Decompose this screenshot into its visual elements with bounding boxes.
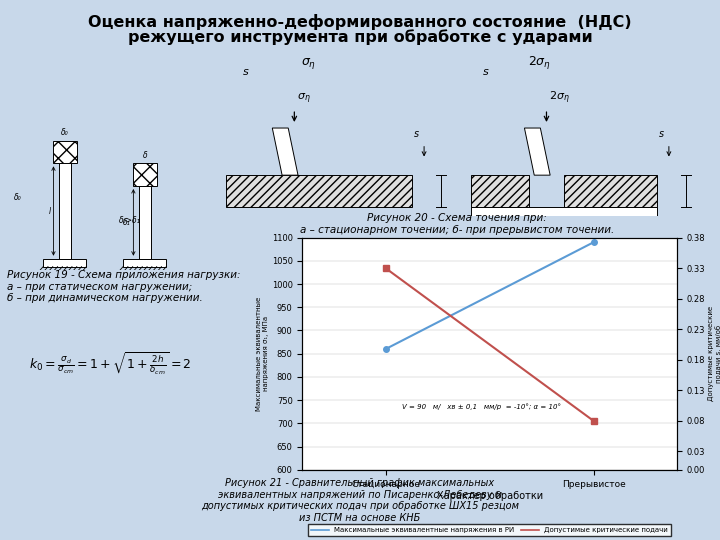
FancyBboxPatch shape [564,175,657,207]
FancyBboxPatch shape [123,259,166,267]
FancyBboxPatch shape [139,186,150,259]
Text: $k_0 = \frac{\sigma_d}{\sigma_{cm}} = 1 + \sqrt{1 + \frac{2h}{\delta_{cm}}} = 2$: $k_0 = \frac{\sigma_d}{\sigma_{cm}} = 1 … [29,351,192,377]
Text: δ₀: δ₀ [61,129,68,137]
Legend: Максимальные эквивалентные напряжения в РИ, Допустимые критические подачи: Максимальные эквивалентные напряжения в … [308,524,671,536]
FancyBboxPatch shape [53,141,76,164]
Text: V = 90   м/   хв ± 0,1   мм/р  = -10°; α = 10°: V = 90 м/ хв ± 0,1 мм/р = -10°; α = 10° [402,404,562,410]
Y-axis label: Максимальные эквивалентные
напряжения σ₁, МПа: Максимальные эквивалентные напряжения σ₁… [256,296,269,411]
Text: δ₀>δ₁: δ₀>δ₁ [119,215,140,225]
FancyBboxPatch shape [133,164,157,186]
Text: Рисунок 21 - Сравнительный график максимальных
эквивалентных напряжений по Писар: Рисунок 21 - Сравнительный график максим… [201,478,519,523]
Text: $2\sigma_\eta$: $2\sigma_\eta$ [528,55,551,71]
Polygon shape [524,128,550,175]
Text: $\sigma_\eta$: $\sigma_\eta$ [302,56,317,71]
Text: δ: δ [143,151,147,160]
Text: s: s [482,66,488,77]
FancyBboxPatch shape [471,207,657,216]
Y-axis label: Допустимые критические
подачи s, мм/об: Допустимые критические подачи s, мм/об [708,306,720,401]
FancyBboxPatch shape [43,259,86,267]
FancyBboxPatch shape [226,175,412,207]
Text: режущего инструмента при обработке с ударами: режущего инструмента при обработке с уда… [127,30,593,45]
Text: s: s [659,129,664,139]
Text: l: l [49,206,51,215]
Text: Оценка напряженно-деформированного состояние  (НДС): Оценка напряженно-деформированного состо… [88,14,632,30]
FancyBboxPatch shape [471,175,529,207]
Text: δ₀: δ₀ [14,193,21,202]
Polygon shape [272,128,298,175]
Text: Рисунок 19 - Схема приложения нагрузки:
а – при статическом нагружении;
б – при : Рисунок 19 - Схема приложения нагрузки: … [7,270,240,303]
Text: $2\sigma_\eta$: $2\sigma_\eta$ [549,90,570,106]
Text: $\sigma_\eta$: $\sigma_\eta$ [297,92,310,106]
Text: δ₁: δ₁ [123,218,131,227]
FancyBboxPatch shape [59,164,71,259]
X-axis label: Характер обработки: Характер обработки [436,491,543,501]
Text: Рисунок 20 - Схема точения при:
а – стационарном точении; б- при прерывистом точ: Рисунок 20 - Схема точения при: а – стац… [300,213,614,235]
Text: s: s [414,129,419,139]
Text: s: s [243,66,248,77]
